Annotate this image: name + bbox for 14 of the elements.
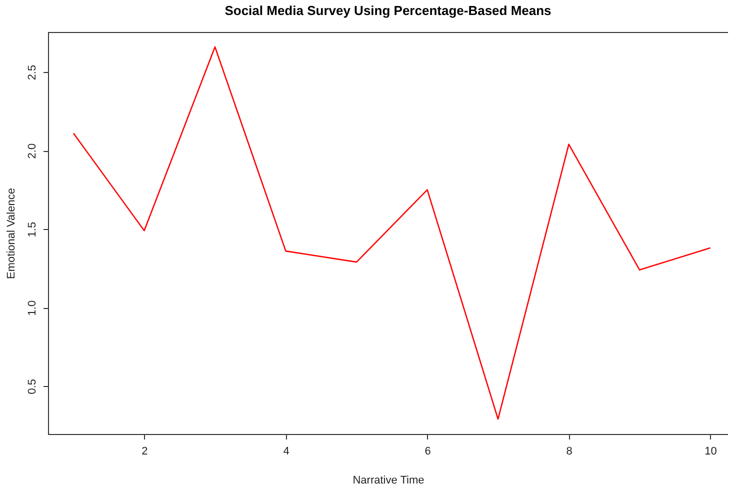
y-tick-label: 2.5 [26, 64, 38, 80]
x-tick-label: 4 [283, 446, 290, 458]
y-tick-label: 2.0 [26, 143, 38, 159]
y-tick-label: 1.0 [26, 300, 38, 316]
x-tick-label: 6 [424, 446, 431, 458]
x-axis-title: Narrative Time [352, 474, 424, 486]
y-tick-label: 1.5 [26, 222, 38, 238]
x-tick-label: 2 [142, 446, 148, 458]
y-axis-title: Emotional Valence [6, 188, 18, 279]
x-tick-label: 8 [566, 446, 572, 458]
line-series [72, 46, 711, 420]
y-tick-label: 0.5 [26, 378, 38, 394]
chart-title: Social Media Survey Using Percentage-Based Means [224, 3, 552, 18]
x-tick-label: 10 [704, 446, 717, 458]
